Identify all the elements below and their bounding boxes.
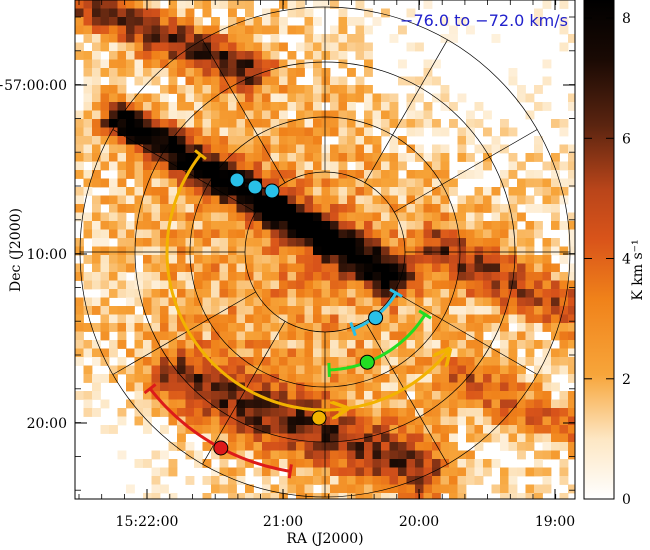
y-tick-label-2: 20:00 <box>27 416 67 432</box>
grid-spoke <box>364 39 448 183</box>
red-arc-cap-start <box>143 383 157 395</box>
polar-grid <box>79 6 571 498</box>
x-tick-label-2: 20:00 <box>399 514 439 530</box>
grid-spoke <box>112 129 256 213</box>
colorbar-tick-label-1: 2 <box>622 372 631 388</box>
cyan-arc-cap-start <box>349 321 357 337</box>
yellow-arc-arrow <box>252 391 347 410</box>
colorbar-label: K km s⁻¹ <box>630 239 646 300</box>
green-point <box>359 354 375 370</box>
x-axis-title: RA (J2000) <box>286 531 363 547</box>
yellow-point <box>311 410 327 426</box>
red-arc-cap-end <box>287 464 293 479</box>
intensity-map <box>75 0 575 499</box>
yellow-arc-cap <box>194 149 207 161</box>
green-arc-cap-start <box>327 362 331 377</box>
grid-spoke <box>394 129 538 213</box>
grid-spoke <box>364 321 448 465</box>
cyan-point <box>264 183 280 199</box>
grid-spoke <box>202 321 286 465</box>
y-tick-label-1: 10:00 <box>27 247 67 263</box>
colorbar-tick-label-0: 0 <box>622 492 631 508</box>
grid-spoke <box>202 39 286 183</box>
yellow-arc-arrow-tip <box>346 349 450 410</box>
red-point <box>213 440 229 456</box>
red-arc <box>148 387 291 473</box>
cyan-arc-cap-end <box>389 288 403 298</box>
chart-title: −76.0 to −72.0 km/s <box>400 11 568 30</box>
colorbar-tick-label-2: 4 <box>622 252 631 268</box>
green-arc <box>329 313 427 372</box>
yellow-arc <box>165 153 255 395</box>
green-arc-cap-end <box>418 309 432 320</box>
y-tick-label-0: −57:00:00 <box>0 78 67 94</box>
x-tick-label-3: 19:00 <box>535 514 575 530</box>
cyan-point <box>229 172 245 188</box>
grid-spoke <box>394 291 538 375</box>
x-tick-label-0: 15:22:00 <box>116 514 179 530</box>
map-frame <box>74 0 576 500</box>
y-axis-title: Dec (J2000) <box>8 208 24 292</box>
x-tick-label-1: 21:00 <box>263 514 303 530</box>
cyan-point <box>247 179 263 195</box>
cyan-point <box>368 310 384 326</box>
arc-overlays <box>143 149 450 479</box>
colorbar-ticks: 0 2 4 6 8 <box>584 11 631 508</box>
axis-ticks <box>75 0 575 499</box>
colorbar-tick-label-3: 6 <box>622 131 631 147</box>
colorbar <box>583 0 615 500</box>
map-pixels <box>75 0 575 499</box>
colorbar-tick-label-4: 8 <box>622 11 631 27</box>
grid-spoke <box>112 291 256 375</box>
